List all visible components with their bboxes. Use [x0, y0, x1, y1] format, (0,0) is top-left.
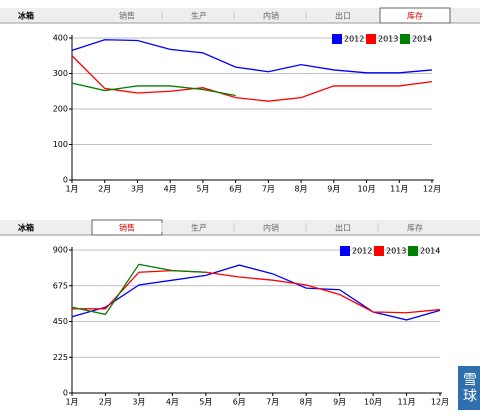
- y-tick-label: 400: [53, 34, 68, 43]
- y-tick-label: 225: [53, 353, 68, 362]
- legend-label: 2014: [412, 35, 432, 44]
- x-tick-label: 2月: [99, 398, 112, 407]
- legend-label: 2013: [378, 35, 398, 44]
- x-tick-label: 8月: [300, 398, 313, 407]
- y-tick-label: 675: [53, 281, 68, 290]
- x-tick-label: 11月: [397, 398, 415, 407]
- y-tick-label: 450: [53, 317, 68, 326]
- x-tick-label: 8月: [295, 185, 308, 194]
- tab[interactable]: 内销: [263, 11, 279, 21]
- x-tick-label: 6月: [229, 185, 242, 194]
- tab[interactable]: 库存: [407, 11, 423, 21]
- series-line: [71, 55, 433, 102]
- y-tick-label: 900: [53, 246, 68, 255]
- tab[interactable]: 销售: [119, 223, 135, 233]
- legend-swatch: [366, 34, 376, 44]
- series-line: [71, 264, 441, 321]
- x-tick-label: 5月: [196, 185, 209, 194]
- tab[interactable]: 出口: [335, 223, 351, 233]
- x-tick-label: 6月: [233, 398, 246, 407]
- legend-label: 2012: [344, 35, 364, 44]
- tab[interactable]: 生产: [191, 223, 207, 233]
- x-tick-label: 2月: [98, 185, 111, 194]
- x-tick-label: 9月: [333, 398, 346, 407]
- x-tick-label: 3月: [131, 185, 144, 194]
- tab-active-box: [379, 7, 451, 24]
- legend-label: 2014: [420, 247, 440, 256]
- x-tick-label: 1月: [65, 398, 78, 407]
- y-tick-label: 0: [63, 176, 68, 185]
- x-tick-label: 10月: [357, 185, 375, 194]
- tab-group-label: 冰箱: [18, 11, 34, 21]
- x-tick-label: 7月: [266, 398, 279, 407]
- series-line: [71, 39, 433, 74]
- x-tick-label: 11月: [390, 185, 408, 194]
- legend-label: 2012: [352, 247, 372, 256]
- x-tick-label: 9月: [327, 185, 340, 194]
- legend-swatch: [340, 246, 350, 256]
- y-tick-label: 200: [53, 105, 68, 114]
- x-tick-label: 1月: [65, 185, 78, 194]
- y-tick-label: 100: [53, 140, 68, 149]
- legend-label: 2013: [386, 247, 406, 256]
- x-tick-label: 7月: [262, 185, 275, 194]
- x-tick-label: 3月: [132, 398, 145, 407]
- x-tick-label: 12月: [423, 185, 441, 194]
- tab-bar: [0, 8, 480, 23]
- x-tick-label: 4月: [166, 398, 179, 407]
- tab[interactable]: 库存: [407, 223, 423, 233]
- x-tick-label: 5月: [199, 398, 212, 407]
- watermark: 雪球: [461, 372, 477, 404]
- tab[interactable]: 出口: [335, 11, 351, 21]
- tab-group-label: 冰箱: [18, 223, 34, 233]
- legend-swatch: [400, 34, 410, 44]
- watermark-box: [458, 366, 480, 410]
- legend-swatch: [408, 246, 418, 256]
- y-tick-label: 300: [53, 69, 68, 78]
- series-line: [71, 263, 206, 316]
- tab[interactable]: 销售: [119, 11, 135, 21]
- legend-swatch: [332, 34, 342, 44]
- x-tick-label: 4月: [164, 185, 177, 194]
- tab[interactable]: 内销: [263, 223, 279, 233]
- series-line: [71, 82, 236, 97]
- y-tick-label: 0: [63, 389, 68, 398]
- series-line: [72, 270, 441, 314]
- tab[interactable]: 生产: [191, 11, 207, 21]
- x-tick-label: 10月: [364, 398, 382, 407]
- x-tick-label: 12月: [431, 398, 449, 407]
- legend-swatch: [374, 246, 384, 256]
